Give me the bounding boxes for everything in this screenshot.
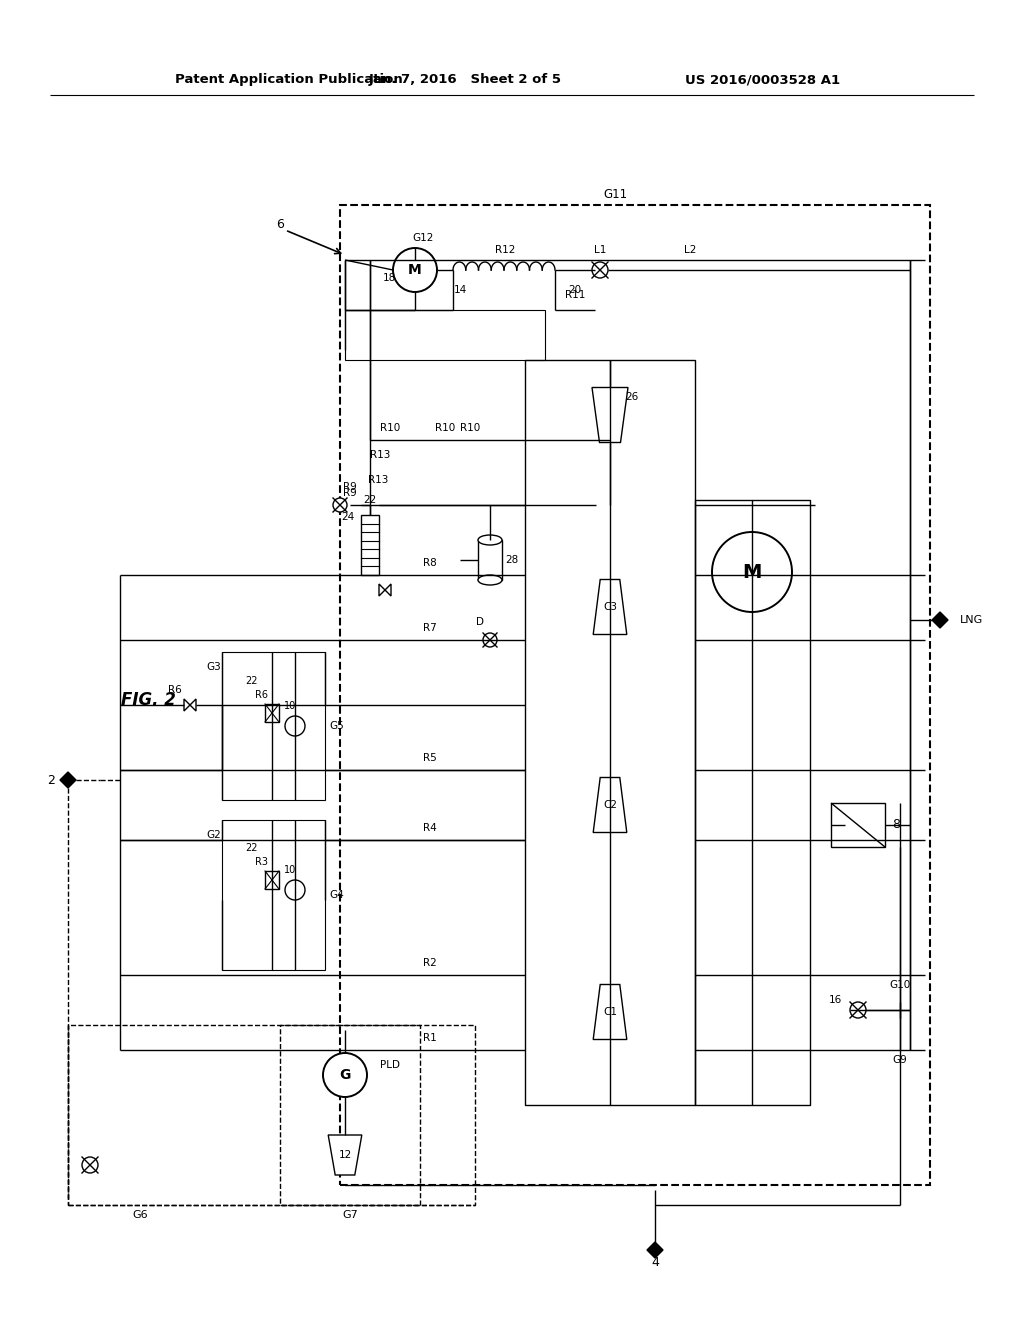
Text: 24: 24 xyxy=(341,512,354,521)
Text: G12: G12 xyxy=(413,234,434,243)
Polygon shape xyxy=(932,612,948,628)
Text: 8: 8 xyxy=(892,818,900,832)
Polygon shape xyxy=(60,772,76,788)
Text: L1: L1 xyxy=(594,246,606,255)
Text: M: M xyxy=(742,562,762,582)
Text: R2: R2 xyxy=(423,958,437,968)
Text: 12: 12 xyxy=(338,1150,351,1160)
Text: 2: 2 xyxy=(47,774,55,787)
Text: 28: 28 xyxy=(506,554,518,565)
Text: R13: R13 xyxy=(368,475,388,484)
Bar xyxy=(831,803,885,847)
Text: G11: G11 xyxy=(603,189,627,202)
Polygon shape xyxy=(593,777,627,833)
Text: Jan. 7, 2016   Sheet 2 of 5: Jan. 7, 2016 Sheet 2 of 5 xyxy=(369,74,561,87)
Text: C1: C1 xyxy=(603,1007,617,1016)
Circle shape xyxy=(82,1158,98,1173)
Bar xyxy=(525,360,695,1105)
Text: 18: 18 xyxy=(382,273,395,282)
Circle shape xyxy=(712,532,792,612)
Polygon shape xyxy=(379,583,385,597)
Ellipse shape xyxy=(478,576,502,585)
Text: G10: G10 xyxy=(890,979,910,990)
Text: R13: R13 xyxy=(370,450,390,459)
Polygon shape xyxy=(190,700,196,711)
Polygon shape xyxy=(593,579,627,635)
Text: G6: G6 xyxy=(132,1210,147,1220)
Text: G4: G4 xyxy=(330,890,344,900)
Bar xyxy=(695,500,810,1105)
Text: R10: R10 xyxy=(435,422,455,433)
Text: 26: 26 xyxy=(626,392,639,403)
Text: 10: 10 xyxy=(284,865,296,875)
Text: D: D xyxy=(476,616,484,627)
Bar xyxy=(222,820,325,970)
Bar xyxy=(68,1026,475,1205)
Text: R7: R7 xyxy=(423,623,437,634)
Polygon shape xyxy=(184,700,190,711)
Text: G9: G9 xyxy=(893,1055,907,1065)
Text: R10: R10 xyxy=(460,422,480,433)
Text: LNG: LNG xyxy=(961,615,983,624)
Polygon shape xyxy=(647,1242,663,1258)
Text: R11: R11 xyxy=(565,290,585,300)
Circle shape xyxy=(592,261,608,279)
Text: R6: R6 xyxy=(256,690,268,700)
Circle shape xyxy=(393,248,437,292)
Text: R12: R12 xyxy=(495,246,515,255)
Text: FIG. 2: FIG. 2 xyxy=(121,690,175,709)
Text: R1: R1 xyxy=(423,1034,437,1043)
Text: M: M xyxy=(409,263,422,277)
Circle shape xyxy=(323,1053,367,1097)
Text: G7: G7 xyxy=(342,1210,357,1220)
Bar xyxy=(478,540,502,579)
Text: 16: 16 xyxy=(828,995,842,1005)
Text: G: G xyxy=(339,1068,350,1082)
Circle shape xyxy=(850,1002,866,1018)
Text: Patent Application Publication: Patent Application Publication xyxy=(175,74,402,87)
Bar xyxy=(222,652,325,800)
Bar xyxy=(361,515,379,576)
Text: 4: 4 xyxy=(651,1257,658,1270)
Text: 20: 20 xyxy=(568,285,582,294)
Text: C3: C3 xyxy=(603,602,617,612)
Bar xyxy=(265,871,279,888)
Text: C2: C2 xyxy=(603,800,617,810)
Polygon shape xyxy=(329,1135,361,1175)
Text: G5: G5 xyxy=(330,721,344,731)
Polygon shape xyxy=(593,985,627,1040)
Text: 22: 22 xyxy=(246,676,258,686)
Circle shape xyxy=(285,880,305,900)
Text: US 2016/0003528 A1: US 2016/0003528 A1 xyxy=(685,74,840,87)
Bar xyxy=(280,1026,420,1205)
Circle shape xyxy=(285,715,305,737)
Circle shape xyxy=(483,634,497,647)
Bar xyxy=(340,205,930,1185)
Polygon shape xyxy=(385,583,391,597)
Text: 22: 22 xyxy=(364,495,377,506)
Text: R6: R6 xyxy=(168,685,182,696)
Circle shape xyxy=(333,498,347,512)
Text: R10: R10 xyxy=(380,422,400,433)
Text: G3: G3 xyxy=(207,663,221,672)
Text: R3: R3 xyxy=(256,857,268,867)
Bar xyxy=(345,310,545,360)
Text: G2: G2 xyxy=(207,830,221,840)
Text: R5: R5 xyxy=(423,752,437,763)
Text: 22: 22 xyxy=(246,843,258,853)
Ellipse shape xyxy=(478,535,502,545)
Text: R4: R4 xyxy=(423,822,437,833)
Text: R9: R9 xyxy=(343,488,357,498)
Text: R8: R8 xyxy=(423,558,437,568)
Text: L2: L2 xyxy=(684,246,696,255)
Text: PLD: PLD xyxy=(380,1060,400,1071)
Polygon shape xyxy=(592,388,628,442)
Text: 6: 6 xyxy=(276,219,284,231)
Text: 10: 10 xyxy=(284,701,296,711)
Text: 14: 14 xyxy=(454,285,467,294)
Text: R9: R9 xyxy=(343,482,357,492)
Bar xyxy=(265,704,279,722)
